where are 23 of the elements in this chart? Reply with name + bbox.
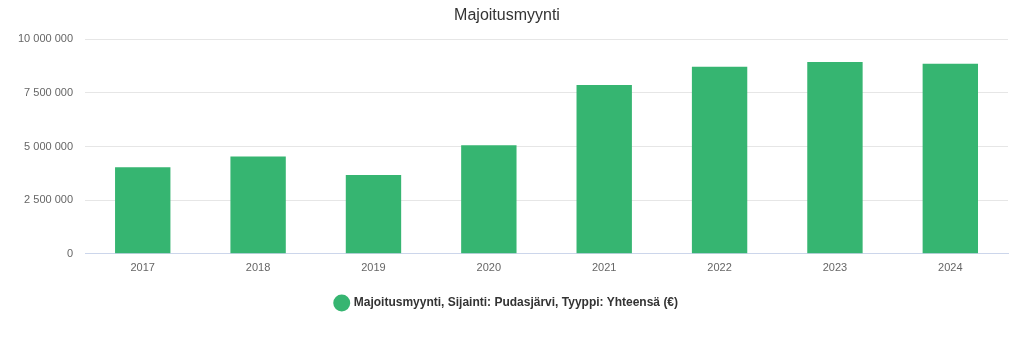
y-tick-label: 0	[66, 246, 74, 259]
y-tick-label: 5 000 000	[24, 139, 74, 152]
x-tick-label: 2022	[707, 261, 732, 274]
bar	[115, 167, 171, 254]
x-tick-label: 2018	[245, 261, 271, 274]
legend-label: Majoitusmyynti, Sijainti: Pudasjärvi, Tyyppi: Yhteensä (€)	[353, 295, 679, 310]
bar	[807, 61, 863, 254]
x-tick-label: 2023	[822, 261, 848, 274]
chart-title: Majoitusmyynti	[454, 6, 560, 24]
y-tick-label: 10 000 000	[17, 32, 74, 45]
x-tick-label: 2020	[476, 261, 502, 274]
x-tick-label: 2017	[130, 261, 155, 274]
x-tick-label: 2024	[938, 261, 963, 274]
y-tick-label: 2 500 000	[24, 193, 74, 206]
bar	[230, 156, 286, 254]
bar	[922, 63, 978, 254]
bar	[576, 85, 632, 254]
bar	[691, 66, 748, 254]
bar	[345, 175, 402, 254]
x-tick-label: 2019	[361, 261, 386, 274]
x-tick-label: 2021	[591, 261, 617, 274]
y-tick-label: 7 500 000	[24, 85, 74, 98]
bar	[461, 145, 517, 254]
